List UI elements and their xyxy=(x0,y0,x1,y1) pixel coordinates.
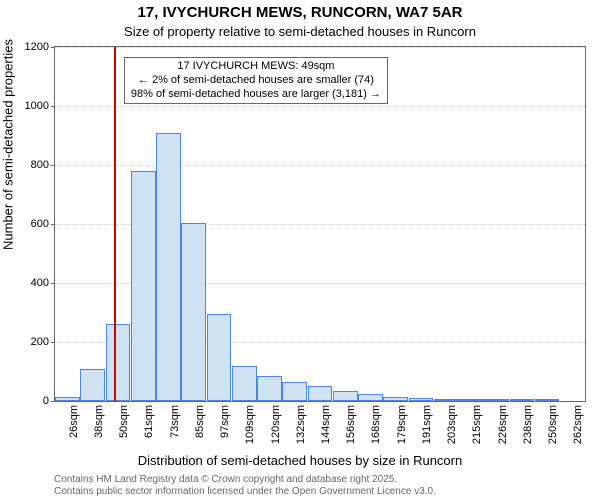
x-tick: 38sqm xyxy=(93,401,105,438)
y-tick: 0 xyxy=(43,395,55,407)
x-tick: 203sqm xyxy=(446,401,458,444)
histogram-bar xyxy=(156,133,181,401)
x-tick: 215sqm xyxy=(471,401,483,444)
footer-line-1: Contains HM Land Registry data © Crown c… xyxy=(54,474,436,486)
y-tick: 600 xyxy=(31,218,55,230)
x-tick: 262sqm xyxy=(572,401,584,444)
histogram-bar xyxy=(333,391,358,401)
y-tick: 800 xyxy=(31,159,55,171)
x-tick: 250sqm xyxy=(547,401,559,444)
y-tick: 1000 xyxy=(25,100,55,112)
chart-title-main: 17, IVYCHURCH MEWS, RUNCORN, WA7 5AR xyxy=(0,4,600,21)
footer-line-2: Contains public sector information licen… xyxy=(54,486,436,498)
x-tick: 156sqm xyxy=(345,401,357,444)
gridline xyxy=(55,47,585,49)
x-tick: 226sqm xyxy=(497,401,509,444)
histogram-bar xyxy=(282,382,307,401)
histogram-bar xyxy=(257,376,282,401)
histogram-bar xyxy=(80,369,105,401)
annotation-line: ← 2% of semi-detached houses are smaller… xyxy=(131,74,381,88)
histogram-bar xyxy=(131,171,156,401)
histogram-bar xyxy=(358,394,383,401)
x-tick: 132sqm xyxy=(295,401,307,444)
reference-line xyxy=(114,47,116,401)
histogram-bar xyxy=(207,314,232,401)
x-tick: 120sqm xyxy=(270,401,282,444)
histogram-bar xyxy=(232,366,257,401)
x-tick: 97sqm xyxy=(219,401,231,438)
x-tick: 61sqm xyxy=(143,401,155,438)
chart-container: 17, IVYCHURCH MEWS, RUNCORN, WA7 5AR Siz… xyxy=(0,0,600,500)
annotation-line: 98% of semi-detached houses are larger (… xyxy=(131,88,381,102)
gridline xyxy=(55,165,585,167)
x-tick: 109sqm xyxy=(244,401,256,444)
gridline xyxy=(55,106,585,108)
y-tick: 1200 xyxy=(25,41,55,53)
x-tick: 26sqm xyxy=(68,401,80,438)
x-tick: 73sqm xyxy=(169,401,181,438)
y-axis-label: Number of semi-detached properties xyxy=(1,39,16,250)
x-tick: 168sqm xyxy=(370,401,382,444)
x-axis-label: Distribution of semi-detached houses by … xyxy=(0,453,600,468)
plot-area: 02004006008001000120026sqm38sqm50sqm61sq… xyxy=(54,46,586,402)
x-tick: 50sqm xyxy=(118,401,130,438)
x-tick: 238sqm xyxy=(522,401,534,444)
chart-footer: Contains HM Land Registry data © Crown c… xyxy=(54,474,436,498)
histogram-bar xyxy=(181,223,206,401)
histogram-bar xyxy=(308,386,333,401)
annotation-line: 17 IVYCHURCH MEWS: 49sqm xyxy=(131,60,381,74)
y-tick: 400 xyxy=(31,277,55,289)
chart-title-sub: Size of property relative to semi-detach… xyxy=(0,24,600,39)
x-tick: 179sqm xyxy=(396,401,408,444)
x-tick: 191sqm xyxy=(421,401,433,444)
x-tick: 85sqm xyxy=(194,401,206,438)
y-tick: 200 xyxy=(31,336,55,348)
histogram-bar xyxy=(106,324,131,401)
x-tick: 144sqm xyxy=(320,401,332,444)
annotation-box: 17 IVYCHURCH MEWS: 49sqm← 2% of semi-det… xyxy=(124,57,388,104)
